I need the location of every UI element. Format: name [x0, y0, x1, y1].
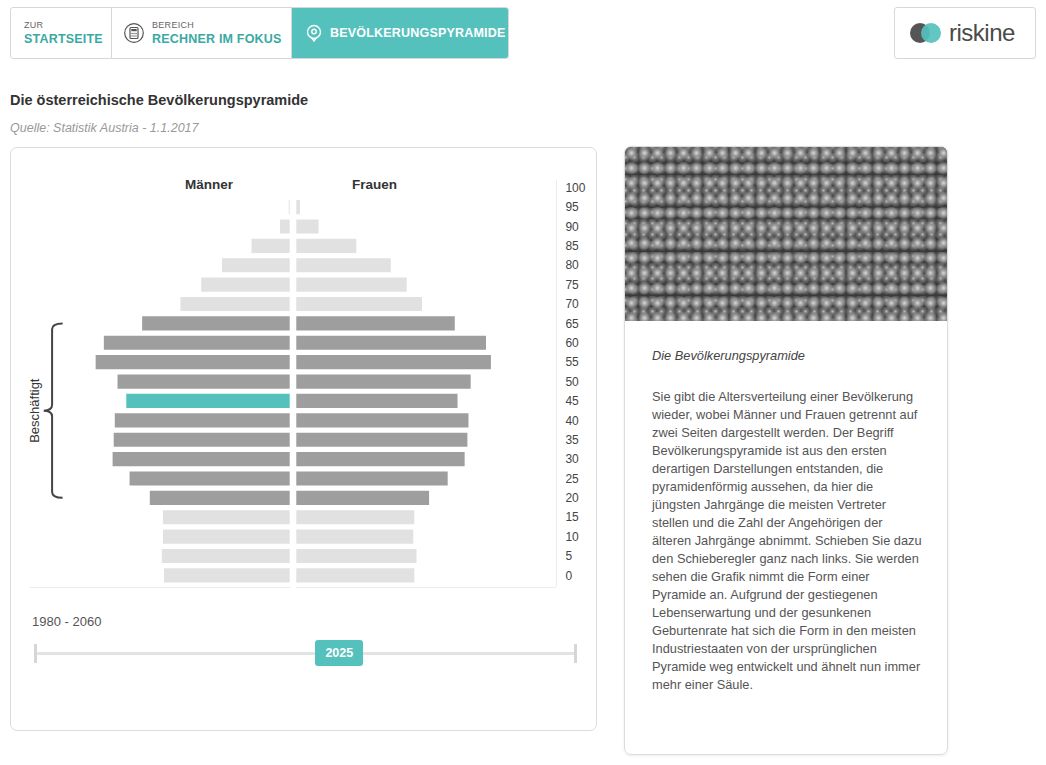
html-text:2025: 2025 [325, 646, 354, 660]
svg-text:40: 40 [565, 414, 579, 428]
svg-text:90: 90 [565, 220, 579, 234]
svg-text:35: 35 [565, 433, 579, 447]
html-text:riskine: riskine [949, 19, 1015, 46]
svg-text:70: 70 [565, 297, 579, 311]
svg-text:100: 100 [565, 181, 585, 195]
html-text:Die Bevölkerungspyramide: Die Bevölkerungspyramide [652, 348, 805, 363]
html-text:1980 - 2060: 1980 - 2060 [32, 614, 102, 629]
svg-text:45: 45 [565, 394, 579, 408]
html-text:Die österreichische Bevölkerun: Die österreichische Bevölkerungspyramide [10, 92, 309, 108]
html-text:RECHNER IM FOKUS: RECHNER IM FOKUS [152, 32, 282, 46]
svg-text:30: 30 [565, 452, 579, 466]
svg-text:85: 85 [565, 239, 579, 253]
svg-text:55: 55 [565, 355, 579, 369]
svg-text:80: 80 [565, 258, 579, 272]
svg-text:25: 25 [565, 472, 579, 486]
svg-text:75: 75 [565, 278, 579, 292]
svg-text:60: 60 [565, 336, 579, 350]
svg-text:0: 0 [565, 569, 572, 583]
svg-text:Männer: Männer [185, 177, 234, 192]
svg-text:95: 95 [565, 200, 579, 214]
html-text:BEREICH: BEREICH [152, 20, 195, 30]
svg-text:Frauen: Frauen [352, 177, 397, 192]
svg-text:65: 65 [565, 317, 579, 331]
html-text:STARTSEITE: STARTSEITE [24, 32, 103, 46]
svg-text:20: 20 [565, 491, 579, 505]
html-text:BEVÖLKERUNGSPYRAMIDE: BEVÖLKERUNGSPYRAMIDE [330, 26, 506, 40]
html-text:Quelle: Statistik Austria - 1.: Quelle: Statistik Austria - 1.1.2017 [10, 121, 199, 135]
svg-text:50: 50 [565, 375, 579, 389]
svg-text:5: 5 [565, 549, 572, 563]
svg-text:10: 10 [565, 530, 579, 544]
svg-text:15: 15 [565, 510, 579, 524]
html-text:Sie gibt die Altersverteilung: Sie gibt die Altersverteilung einer Bevö… [652, 389, 922, 692]
html-text:ZUR: ZUR [24, 20, 44, 30]
svg-text:Beschäftigt: Beschäftigt [27, 378, 42, 443]
